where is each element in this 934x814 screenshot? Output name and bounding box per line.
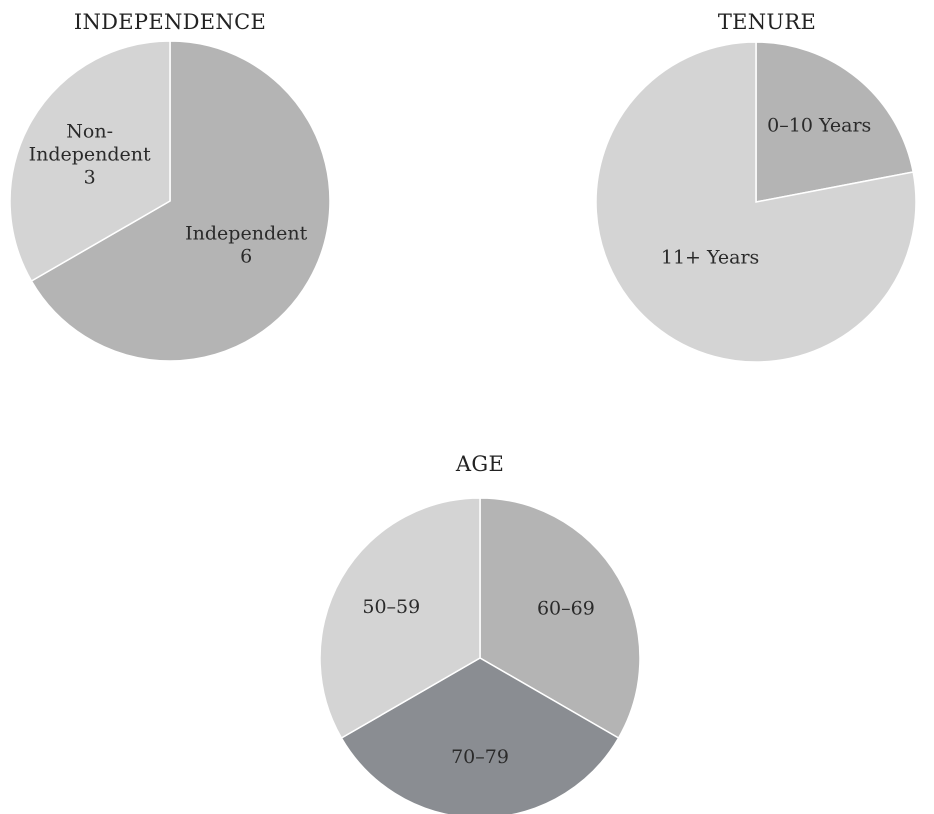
slice-label: 11+ Years xyxy=(661,246,759,268)
chart-title: TENURE xyxy=(717,10,817,34)
pie-svg: Independent 6 Non-Independent 3 xyxy=(9,40,331,362)
pie-slice xyxy=(479,497,641,740)
chart-title: INDEPENDENCE xyxy=(73,10,267,34)
slice-label: 50–59 xyxy=(362,596,420,618)
pie-slice xyxy=(9,40,171,283)
slice-label: 0–10 Years xyxy=(767,115,871,137)
age-pie-chart: AGE 60–69 70–79 50–59 xyxy=(319,440,641,814)
pie-slice xyxy=(595,41,917,363)
pie-slice xyxy=(755,41,915,203)
slice-label: Independent 6 xyxy=(185,223,307,268)
slice-label: 60–69 xyxy=(537,597,595,619)
pie-svg: 60–69 70–79 50–59 xyxy=(319,497,641,814)
independence-pie-chart: INDEPENDENCE Independent 6 Non-Independent… xyxy=(0,0,340,370)
slice-label: 70–79 xyxy=(451,746,509,768)
tenure-pie-chart: TENURE 0–10 Years 11+ Years xyxy=(595,0,934,370)
slice-label: Non-Independent 3 xyxy=(29,121,151,189)
pie-slice xyxy=(30,40,331,362)
pie-slice xyxy=(319,497,481,740)
chart-title: AGE xyxy=(455,452,505,476)
pie-slice xyxy=(340,657,620,814)
pie-svg: 0–10 Years 11+ Years xyxy=(595,41,917,363)
